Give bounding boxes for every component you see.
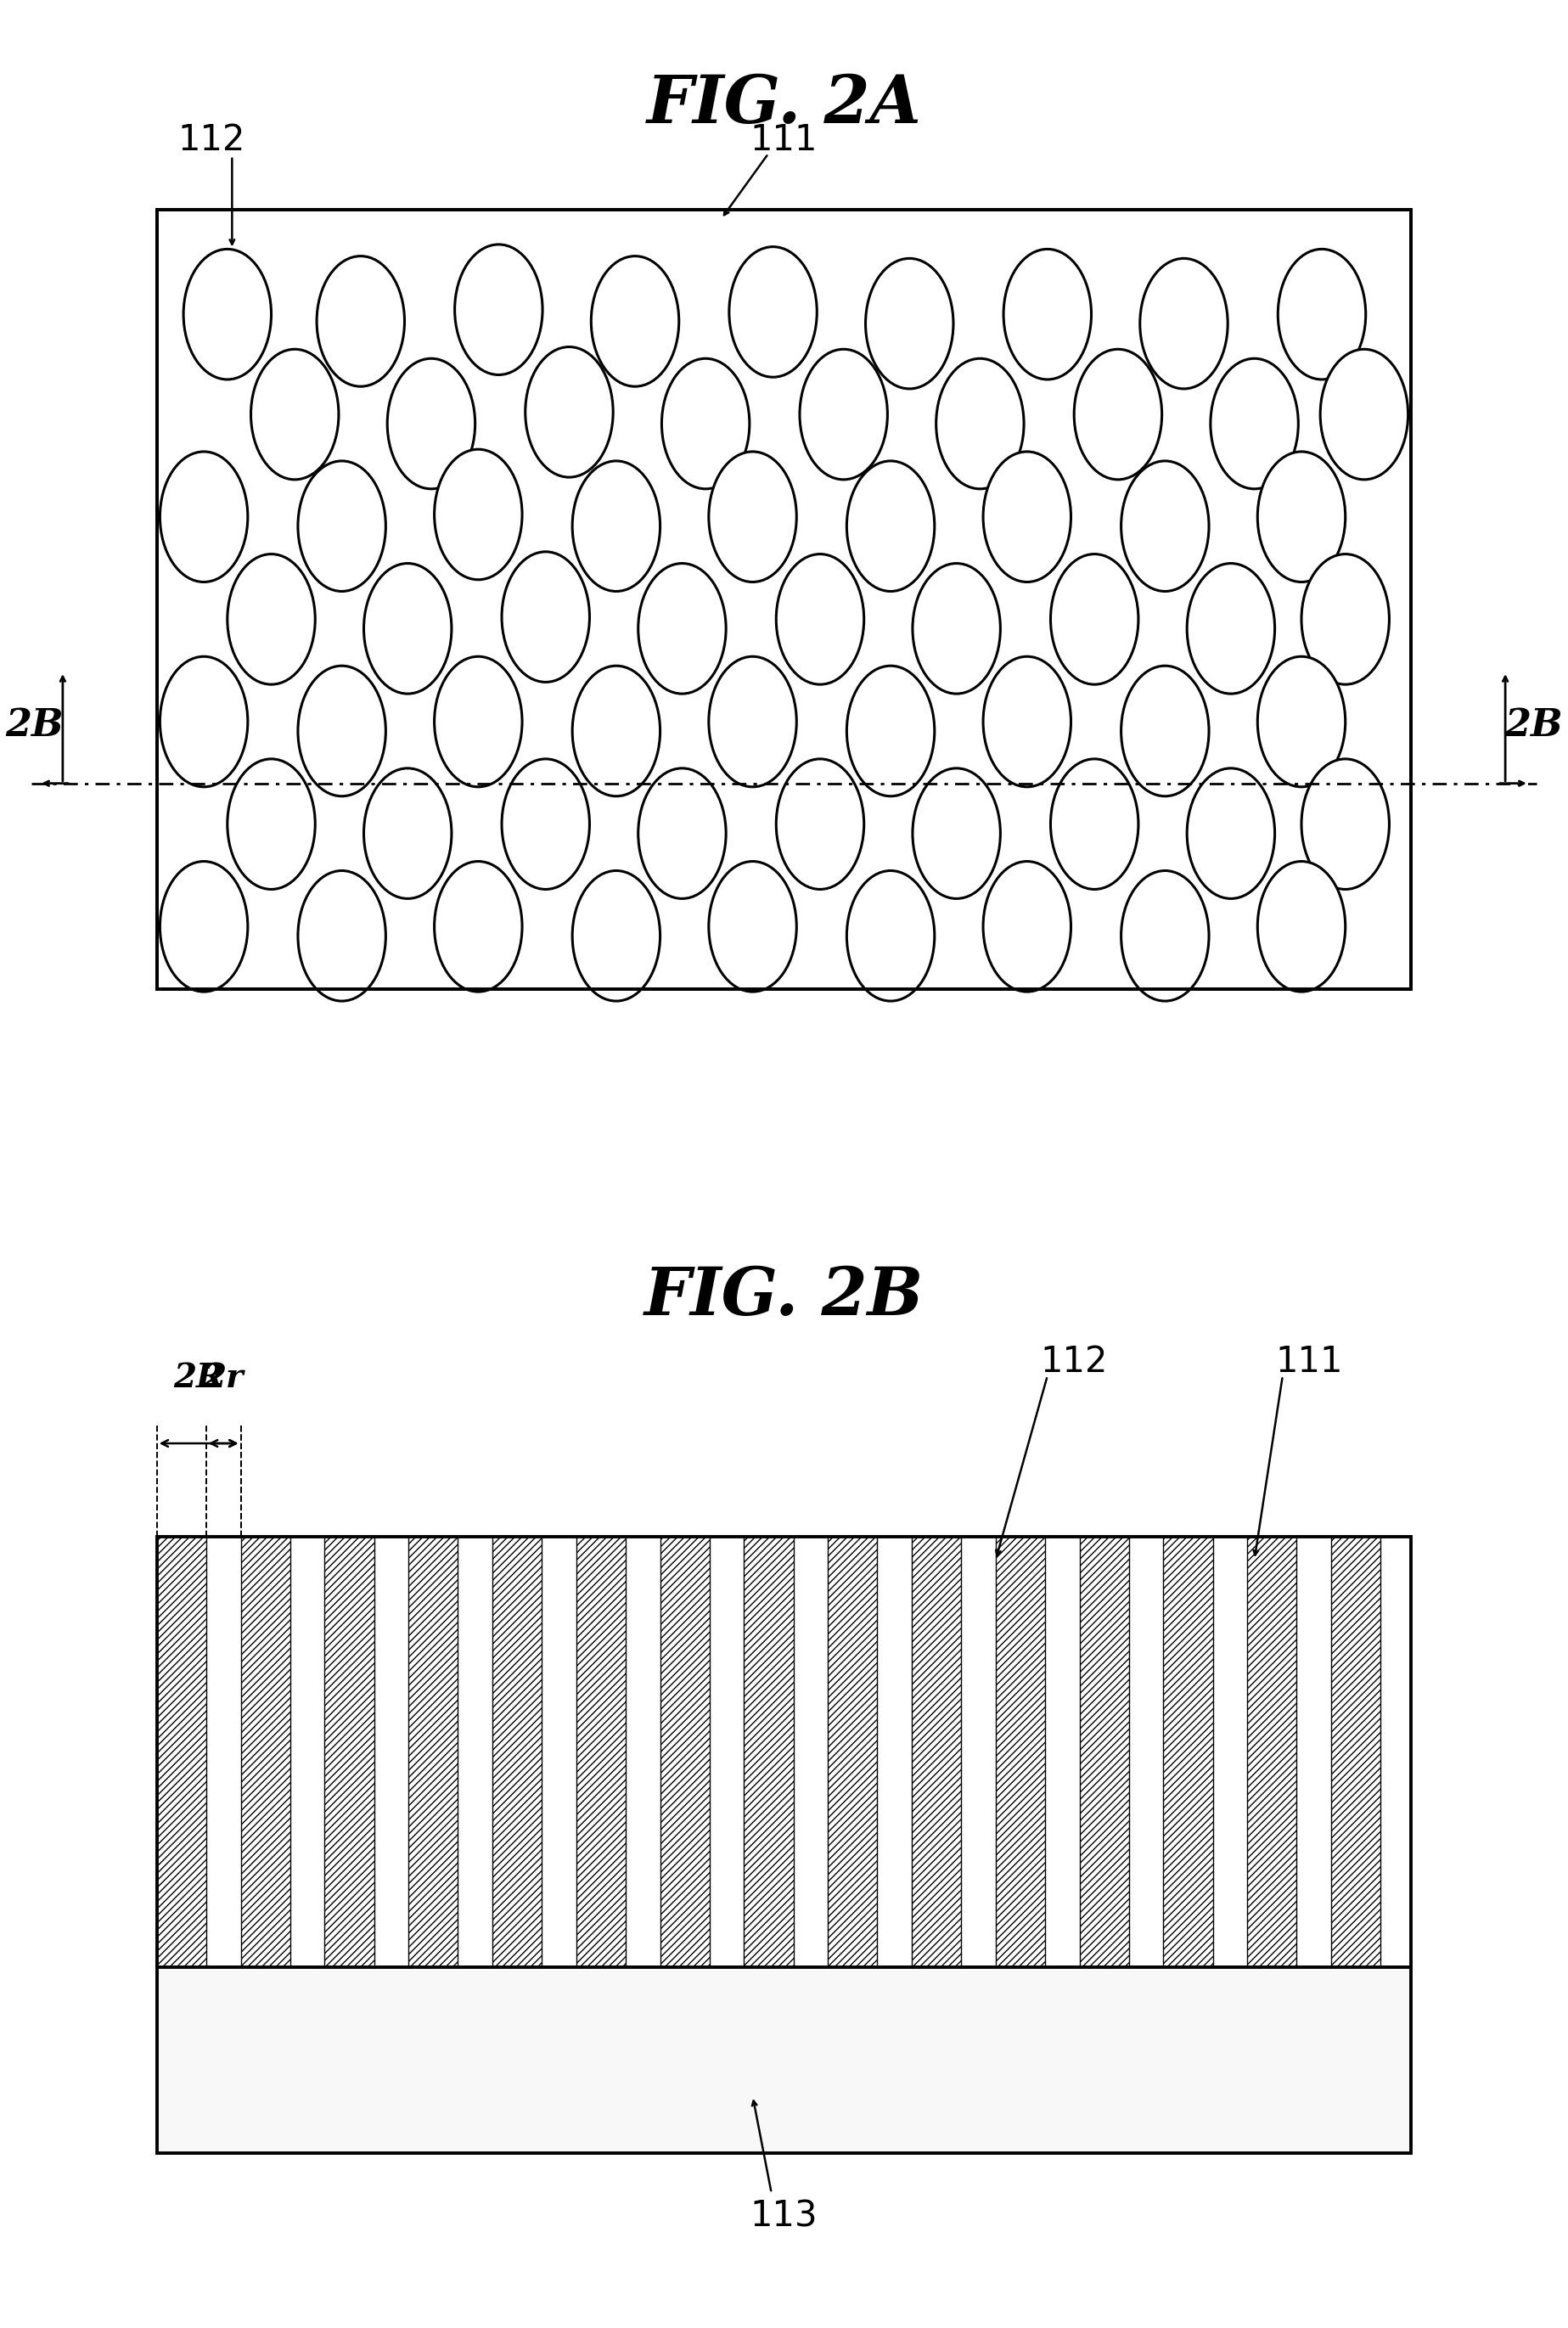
Ellipse shape [709, 452, 797, 582]
Ellipse shape [638, 563, 726, 694]
Text: 2R: 2R [174, 1362, 224, 1394]
Ellipse shape [572, 666, 660, 796]
Ellipse shape [160, 861, 248, 992]
Ellipse shape [936, 359, 1024, 489]
Ellipse shape [160, 656, 248, 787]
Ellipse shape [1278, 249, 1366, 379]
Ellipse shape [434, 449, 522, 580]
Ellipse shape [983, 861, 1071, 992]
Text: 2r: 2r [204, 1362, 243, 1394]
Ellipse shape [455, 244, 543, 375]
Ellipse shape [847, 461, 935, 591]
Ellipse shape [847, 666, 935, 796]
Ellipse shape [729, 247, 817, 377]
Bar [157, 1536, 1411, 1967]
Bar [626, 1536, 660, 1967]
Ellipse shape [434, 861, 522, 992]
Ellipse shape [1121, 666, 1209, 796]
Ellipse shape [1187, 563, 1275, 694]
Text: 2B: 2B [5, 708, 64, 743]
Ellipse shape [364, 563, 452, 694]
Text: 113: 113 [750, 2198, 818, 2235]
Ellipse shape [709, 861, 797, 992]
Ellipse shape [847, 871, 935, 1001]
Ellipse shape [913, 563, 1000, 694]
Ellipse shape [638, 768, 726, 899]
Text: 111: 111 [750, 121, 818, 158]
Ellipse shape [1258, 656, 1345, 787]
Ellipse shape [1051, 554, 1138, 684]
Bar [157, 1536, 1411, 1967]
Ellipse shape [298, 666, 386, 796]
Bar [793, 1536, 828, 1967]
Bar [961, 1536, 996, 1967]
Bar [1381, 1536, 1411, 1967]
Bar [878, 1536, 913, 1967]
Ellipse shape [1121, 871, 1209, 1001]
Ellipse shape [227, 554, 315, 684]
Ellipse shape [1320, 349, 1408, 480]
Ellipse shape [1121, 461, 1209, 591]
Bar [1044, 1536, 1079, 1967]
Text: 111: 111 [1275, 1343, 1344, 1381]
Ellipse shape [1187, 768, 1275, 899]
Bar [1297, 1536, 1331, 1967]
Ellipse shape [251, 349, 339, 480]
Text: 112: 112 [1041, 1343, 1107, 1381]
Bar [157, 210, 1411, 989]
Bar [1129, 1536, 1163, 1967]
Bar [375, 1536, 408, 1967]
Bar [207, 1536, 241, 1967]
Ellipse shape [1258, 861, 1345, 992]
Ellipse shape [983, 656, 1071, 787]
Text: FIG. 2B: FIG. 2B [644, 1264, 924, 1329]
Ellipse shape [387, 359, 475, 489]
Ellipse shape [983, 452, 1071, 582]
Ellipse shape [572, 461, 660, 591]
Ellipse shape [1301, 554, 1389, 684]
Ellipse shape [317, 256, 405, 386]
Ellipse shape [776, 554, 864, 684]
Bar [543, 1536, 577, 1967]
Ellipse shape [709, 656, 797, 787]
Ellipse shape [434, 656, 522, 787]
Ellipse shape [160, 452, 248, 582]
Text: 2B: 2B [1504, 708, 1563, 743]
Text: 112: 112 [179, 121, 245, 158]
Ellipse shape [502, 552, 590, 682]
Bar [157, 1963, 1411, 2153]
Ellipse shape [591, 256, 679, 386]
Ellipse shape [298, 461, 386, 591]
Bar [709, 1536, 745, 1967]
Bar [290, 1536, 325, 1967]
Ellipse shape [525, 347, 613, 477]
Ellipse shape [1140, 258, 1228, 389]
Ellipse shape [776, 759, 864, 889]
Ellipse shape [1004, 249, 1091, 379]
Ellipse shape [502, 759, 590, 889]
Ellipse shape [866, 258, 953, 389]
Bar [458, 1536, 492, 1967]
Ellipse shape [572, 871, 660, 1001]
Bar [1214, 1536, 1248, 1967]
Bar [157, 210, 1411, 989]
Ellipse shape [1074, 349, 1162, 480]
Ellipse shape [800, 349, 887, 480]
Ellipse shape [183, 249, 271, 379]
Text: FIG. 2A: FIG. 2A [646, 72, 922, 137]
Ellipse shape [364, 768, 452, 899]
Ellipse shape [1301, 759, 1389, 889]
Ellipse shape [227, 759, 315, 889]
Ellipse shape [1258, 452, 1345, 582]
Ellipse shape [1210, 359, 1298, 489]
Ellipse shape [913, 768, 1000, 899]
Ellipse shape [1051, 759, 1138, 889]
Ellipse shape [298, 871, 386, 1001]
Ellipse shape [662, 359, 750, 489]
